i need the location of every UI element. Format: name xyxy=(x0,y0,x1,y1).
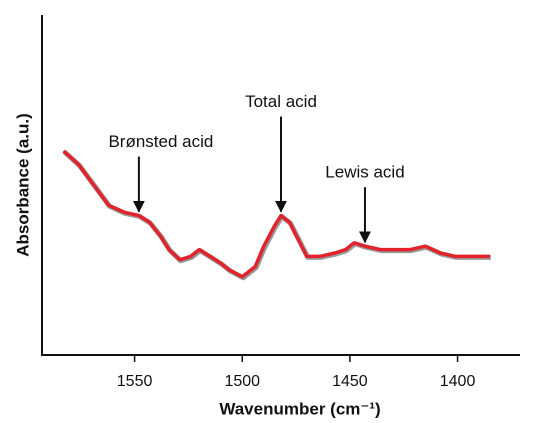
line xyxy=(62,149,490,279)
annotation-label: Brønsted acid xyxy=(108,132,213,151)
x-tick-label: 1550 xyxy=(117,373,153,390)
x-tick-label: 1500 xyxy=(224,373,260,390)
x-tick-label: 1400 xyxy=(440,373,476,390)
x-axis-title: Wavenumber (cm⁻¹) xyxy=(219,399,380,418)
y-axis-title: Absorbance (a.u.) xyxy=(13,113,32,257)
x-tick-label: 1450 xyxy=(332,373,368,390)
annotation-label: Total acid xyxy=(245,92,317,111)
annotation-label: Lewis acid xyxy=(325,163,404,182)
